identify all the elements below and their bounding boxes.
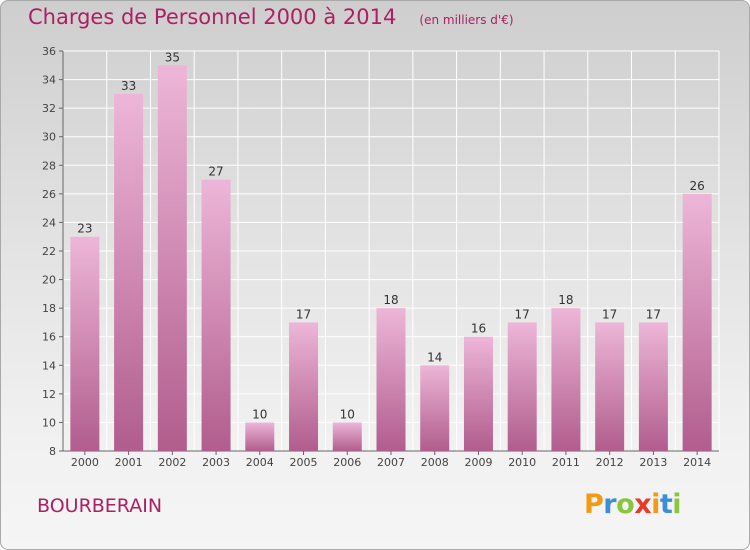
- x-tick-label-2003: 2003: [202, 456, 230, 469]
- y-tick-label: 34: [42, 74, 56, 87]
- bar-2012: [595, 322, 625, 451]
- y-tick-label: 26: [42, 188, 56, 201]
- bar-2007: [376, 308, 406, 451]
- data-label-2001: 33: [121, 79, 136, 93]
- logo-letter: t: [659, 489, 673, 520]
- x-tick-label-2009: 2009: [464, 456, 492, 469]
- data-label-2002: 35: [165, 50, 180, 64]
- logo-letter: i: [651, 489, 660, 520]
- bar-2005: [289, 322, 319, 451]
- x-tick-label-2002: 2002: [158, 456, 186, 469]
- chart-subtitle: (en milliers d'€): [419, 13, 514, 27]
- x-tick-label-2007: 2007: [377, 456, 405, 469]
- bars: [70, 65, 712, 452]
- axes: 8 10 12 14 16 18 20 22 24 26 28 30 32 34 36 2000 2001 200…: [42, 45, 719, 469]
- bar-2002: [157, 65, 187, 452]
- x-tick-label-2010: 2010: [508, 456, 536, 469]
- y-tick-label: 20: [42, 274, 56, 287]
- x-tick-label-2012: 2012: [596, 456, 624, 469]
- bar-2004: [245, 422, 275, 451]
- y-tick-label: 18: [42, 302, 56, 315]
- logo-letter: r: [603, 489, 617, 520]
- data-label-2008: 14: [427, 350, 442, 364]
- y-tick-label: 22: [42, 245, 56, 258]
- bar-2003: [201, 179, 231, 452]
- data-label-2004: 10: [252, 407, 267, 421]
- x-tick-label-2013: 2013: [639, 456, 667, 469]
- bar-2008: [420, 365, 450, 451]
- bar-2013: [638, 322, 668, 451]
- x-tick-label-2005: 2005: [290, 456, 318, 469]
- data-label-2009: 16: [471, 322, 486, 336]
- bar-2000: [70, 236, 100, 451]
- data-label-2000: 23: [77, 222, 92, 236]
- title-row: Charges de Personnel 2000 à 2014 (en mil…: [28, 5, 514, 29]
- chart-title: Charges de Personnel 2000 à 2014: [28, 5, 397, 29]
- proxiti-logo: Proxiti: [584, 489, 682, 520]
- logo-letter: P: [584, 489, 604, 520]
- bar-2011: [551, 308, 581, 451]
- data-label-2003: 27: [208, 165, 223, 179]
- labels: 23 33 35 27 10 17 10 18 14 16 17 18 17 17 26: [77, 50, 705, 421]
- y-tick-label: 12: [42, 388, 56, 401]
- y-tick-label: 24: [42, 216, 56, 229]
- y-tick-label: 30: [42, 131, 56, 144]
- x-tick-label-2000: 2000: [71, 456, 99, 469]
- y-tick-label: 32: [42, 102, 56, 115]
- data-label-2005: 17: [296, 307, 311, 321]
- data-label-2013: 17: [646, 307, 661, 321]
- data-label-2007: 18: [383, 293, 398, 307]
- data-label-2011: 18: [558, 293, 573, 307]
- bar-2001: [114, 93, 144, 451]
- x-tick-label-2008: 2008: [421, 456, 449, 469]
- bar-2006: [332, 422, 362, 451]
- bar-2010: [507, 322, 537, 451]
- data-label-2012: 17: [602, 307, 617, 321]
- y-tick-label: 10: [42, 416, 56, 429]
- data-label-2006: 10: [340, 407, 355, 421]
- x-tick-label-2011: 2011: [552, 456, 580, 469]
- y-tick-label: 8: [49, 445, 56, 458]
- logo-letter: o: [616, 489, 635, 520]
- y-tick-label: 36: [42, 45, 56, 58]
- logo-letter: x: [634, 489, 652, 520]
- y-tick-label: 16: [42, 331, 56, 344]
- x-tick-label-2001: 2001: [115, 456, 143, 469]
- x-tick-label-2004: 2004: [246, 456, 274, 469]
- y-tick-label: 14: [42, 359, 56, 372]
- y-tick-label: 28: [42, 159, 56, 172]
- x-tick-label-2006: 2006: [333, 456, 361, 469]
- data-label-2010: 17: [515, 307, 530, 321]
- logo-letter: i: [672, 489, 682, 520]
- bar-2009: [463, 336, 493, 451]
- commune-name: BOURBERAIN: [37, 495, 163, 517]
- x-tick-label-2014: 2014: [683, 456, 711, 469]
- data-label-2014: 26: [689, 179, 704, 193]
- bar-2014: [682, 193, 712, 451]
